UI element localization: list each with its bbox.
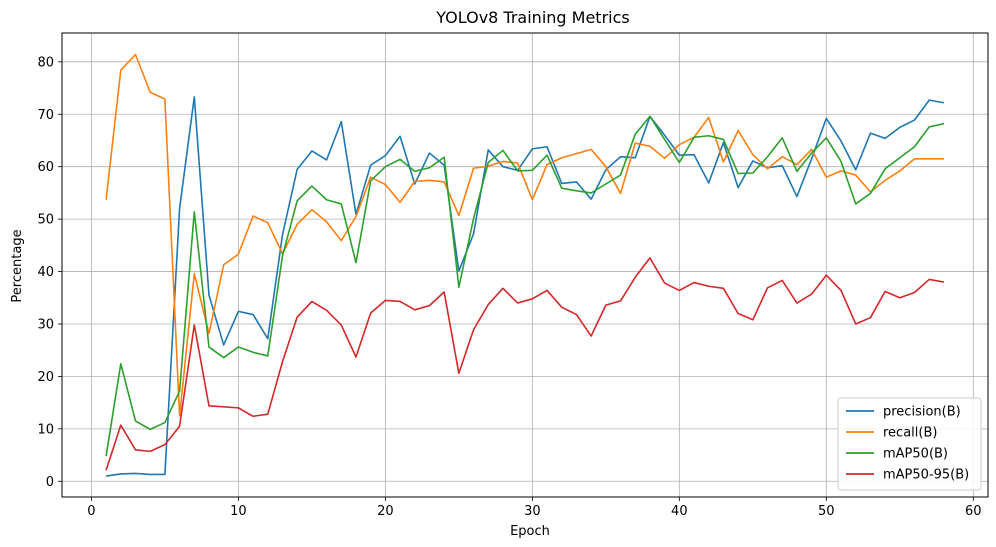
y-axis: 0 10 20 30 40 50 60 70 80 bbox=[37, 55, 62, 490]
grid bbox=[62, 33, 988, 497]
legend: precision(B) recall(B) mAP50(B) mAP50-95(B) bbox=[837, 397, 982, 491]
x-tick-label: 60 bbox=[965, 504, 982, 519]
y-tick-label: 10 bbox=[37, 422, 54, 437]
x-tick-label: 30 bbox=[524, 504, 541, 519]
y-axis-label: Percentage bbox=[10, 229, 25, 302]
x-axis-label: Epoch bbox=[510, 524, 550, 539]
series-layer bbox=[105, 53, 945, 477]
legend-box bbox=[837, 397, 982, 491]
y-tick-label: 80 bbox=[37, 55, 54, 70]
x-tick-label: 10 bbox=[230, 504, 247, 519]
x-axis: 0 10 20 30 40 50 60 bbox=[87, 497, 982, 519]
x-tick-label: 20 bbox=[377, 504, 394, 519]
legend-label-map50-95-b: mAP50-95(B) bbox=[883, 468, 969, 483]
chart-title: YOLOv8 Training Metrics bbox=[435, 8, 629, 27]
plot-frame bbox=[61, 32, 989, 498]
y-tick-label: 60 bbox=[37, 160, 54, 175]
y-tick-label: 70 bbox=[37, 108, 54, 123]
y-tick-label: 30 bbox=[37, 317, 54, 332]
series-line-recall-b bbox=[105, 53, 944, 417]
x-tick-label: 50 bbox=[818, 504, 835, 519]
y-tick-label: 50 bbox=[37, 213, 54, 228]
legend-label-precision-b: precision(B) bbox=[883, 405, 961, 420]
x-tick-label: 0 bbox=[87, 504, 95, 519]
x-tick-label: 40 bbox=[671, 504, 688, 519]
legend-label-map50-b: mAP50(B) bbox=[883, 447, 948, 462]
y-tick-label: 0 bbox=[46, 475, 54, 490]
y-tick-label: 20 bbox=[37, 370, 54, 385]
series-line-map50-b bbox=[105, 115, 945, 457]
series-line-precision-b bbox=[105, 96, 945, 477]
series-line-map50-95-b bbox=[105, 257, 945, 471]
y-tick-label: 40 bbox=[37, 265, 54, 280]
legend-label-recall-b: recall(B) bbox=[883, 426, 937, 441]
